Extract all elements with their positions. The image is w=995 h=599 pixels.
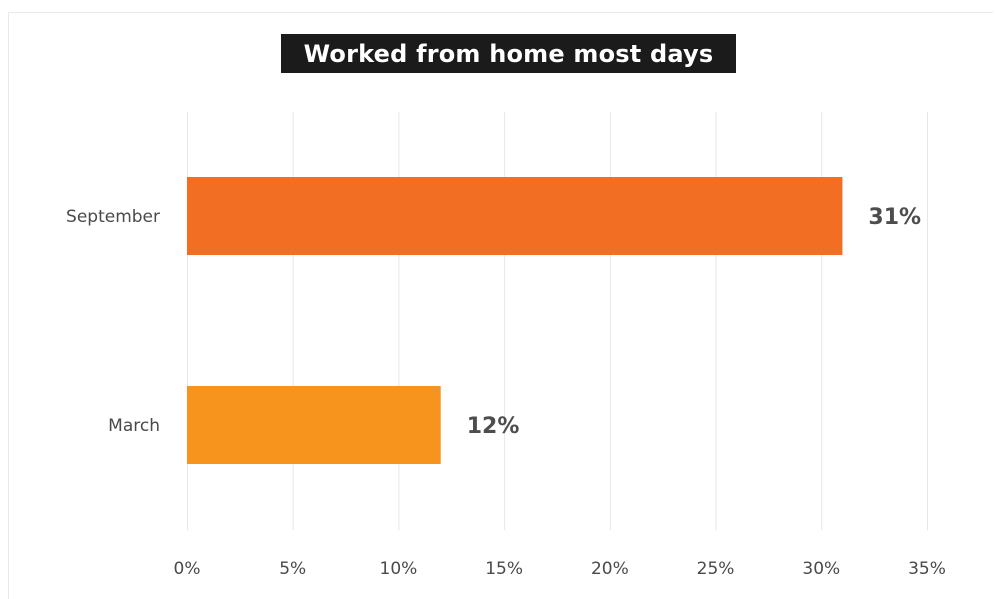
category-label: March — [108, 416, 160, 436]
x-tick-label: 20% — [591, 559, 629, 579]
data-label: 31% — [868, 205, 921, 230]
x-axis-tick-labels: 0% 5% 10% 15% 20% 25% 30% 35% — [174, 559, 946, 579]
x-tick-label: 5% — [279, 559, 306, 579]
bar-march — [187, 386, 441, 464]
category-label: September — [66, 207, 160, 227]
chart-title-box: Worked from home most days — [281, 34, 736, 73]
data-label: 12% — [467, 414, 520, 439]
frame-left-border — [8, 12, 9, 599]
bar-september — [187, 177, 843, 255]
chart-title: Worked from home most days — [303, 39, 714, 68]
x-tick-label: 15% — [485, 559, 523, 579]
frame-top-border — [8, 12, 993, 13]
x-tick-label: 10% — [380, 559, 418, 579]
bars: September 31% March 12% — [66, 177, 921, 464]
gridlines — [187, 112, 928, 530]
x-tick-label: 35% — [908, 559, 946, 579]
x-tick-label: 0% — [174, 559, 201, 579]
x-tick-label: 25% — [697, 559, 735, 579]
x-tick-label: 30% — [802, 559, 840, 579]
